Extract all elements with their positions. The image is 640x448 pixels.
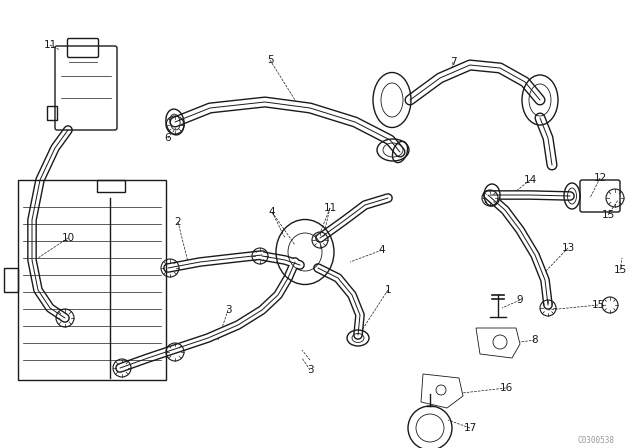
Text: 14: 14 [524,175,536,185]
Text: 4: 4 [269,207,275,217]
Text: 13: 13 [561,243,575,253]
Text: 3: 3 [307,365,314,375]
Text: C0300538: C0300538 [578,435,615,444]
Bar [4,268,18,292]
Bar [47,106,57,120]
Text: 6: 6 [164,133,172,143]
Text: 7: 7 [450,57,456,67]
Text: 11: 11 [44,40,56,50]
Bar [97,180,125,192]
Text: 5: 5 [267,55,273,65]
Text: 10: 10 [61,233,75,243]
Text: 8: 8 [532,335,538,345]
Text: 3: 3 [225,305,231,315]
Text: 17: 17 [463,423,477,433]
Text: 16: 16 [499,383,513,393]
Text: 1: 1 [385,285,391,295]
Text: 15: 15 [602,210,614,220]
Text: 2: 2 [175,217,181,227]
Text: 12: 12 [593,173,607,183]
Text: 11: 11 [323,203,337,213]
Text: 15: 15 [591,300,605,310]
Text: 4: 4 [379,245,385,255]
Text: 9: 9 [516,295,524,305]
Bar [18,180,166,380]
Text: 15: 15 [613,265,627,275]
